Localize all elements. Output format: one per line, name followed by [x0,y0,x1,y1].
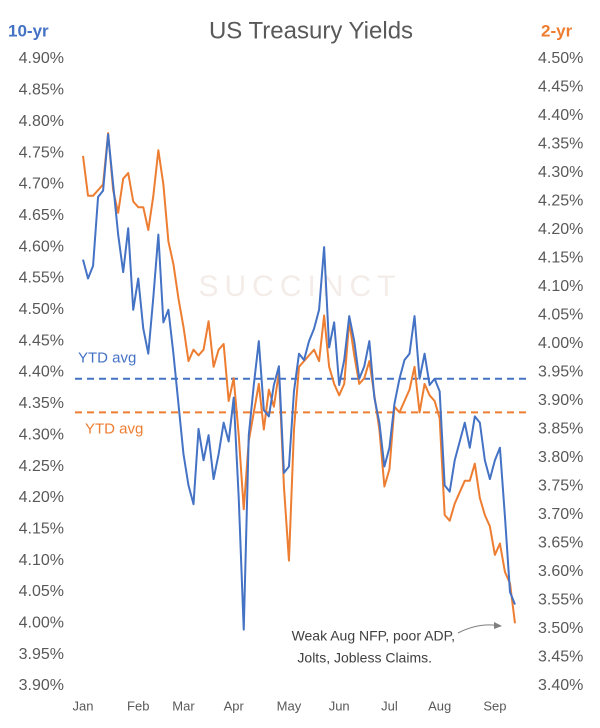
y2-tick-label: 4.05% [538,307,583,324]
annotation-arrowhead [494,622,502,629]
y2-tick-label: 4.20% [538,221,583,238]
annotation: Weak Aug NFP, poor ADP, [292,628,455,644]
y2-tick-label: 3.55% [538,592,583,609]
y2-tick-label: 3.70% [538,506,583,523]
y-tick-label: 4.80% [19,113,64,130]
y-tick-label: 4.50% [19,301,64,318]
y-tick-label: 4.15% [19,520,64,537]
x-tick-label: May [277,698,302,713]
y-tick-label: 4.40% [19,364,64,381]
y2-axis-title: 2-yr [541,21,573,40]
y-tick-label: 3.95% [19,646,64,663]
y2-tick-label: 4.45% [538,79,583,96]
x-tick-label: Apr [224,698,245,713]
y2-tick-label: 4.15% [538,250,583,267]
x-tick-label: Jun [329,698,350,713]
y-axis-title: 10-yr [8,21,49,40]
y-tick-label: 4.05% [19,583,64,600]
y2-tick-label: 3.45% [538,649,583,666]
x-tick-label: Jul [381,698,398,713]
y2-tick-label: 3.40% [538,677,583,694]
y2-tick-label: 3.65% [538,535,583,552]
y2-tick-label: 4.10% [538,278,583,295]
y-tick-label: 4.90% [19,50,64,67]
y2-tick-label: 3.90% [538,392,583,409]
annotation: Jolts, Jobless Claims. [297,650,432,666]
x-tick-label: Sep [483,698,506,713]
line-series [82,133,516,631]
y-tick-label: 4.45% [19,332,64,349]
y2-tick-label: 4.00% [538,335,583,352]
y2-tick-label: 3.60% [538,563,583,580]
x-tick-label: Aug [428,698,451,713]
y2-tick-label: 4.30% [538,164,583,181]
annotation-arrow [457,624,501,634]
x-tick-label: Mar [172,698,195,713]
y-tick-label: 4.10% [19,552,64,569]
y-tick-label: 4.25% [19,458,64,475]
x-tick-label: Jan [73,698,94,713]
y-tick-label: 4.20% [19,489,64,506]
y-tick-label: 4.35% [19,395,64,412]
y-tick-label: 4.85% [19,82,64,99]
y-tick-label: 4.30% [19,426,64,443]
watermark: SUCCINCT [199,270,402,303]
y2-tick-label: 3.95% [538,364,583,381]
chart-title: US Treasury Yields [209,17,413,44]
y-tick-label: 3.90% [19,677,64,694]
y2-tick-label: 4.35% [538,136,583,153]
y-tick-label: 4.00% [19,615,64,632]
reference-label: YTD avg [85,420,143,437]
y-tick-label: 4.75% [19,144,64,161]
x-tick-label: Feb [127,698,149,713]
y-tick-label: 4.60% [19,238,64,255]
y-tick-label: 4.65% [19,207,64,224]
y-tick-label: 4.70% [19,176,64,193]
y2-tick-label: 3.75% [538,478,583,495]
y2-tick-label: 4.25% [538,193,583,210]
line-series [82,132,516,624]
y2-tick-label: 4.50% [538,50,583,67]
y2-tick-label: 3.85% [538,421,583,438]
y2-tick-label: 3.50% [538,620,583,637]
y2-tick-label: 4.40% [538,107,583,124]
y2-tick-label: 3.80% [538,449,583,466]
reference-label: YTD avg [78,350,136,367]
y-tick-label: 4.55% [19,270,64,287]
